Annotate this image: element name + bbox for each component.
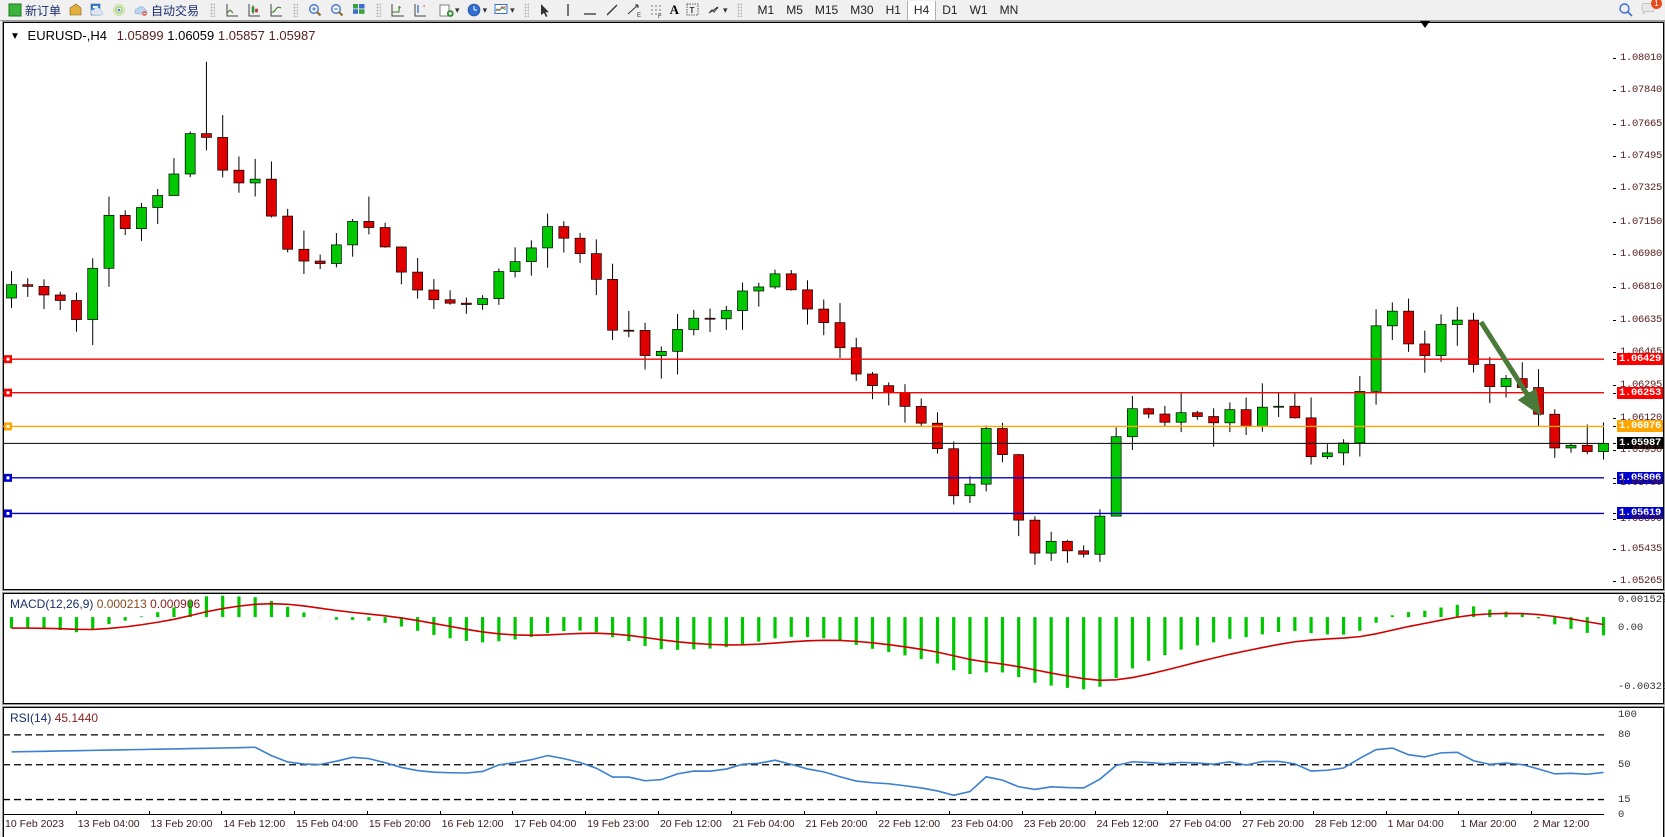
svg-text:E: E	[637, 13, 641, 18]
svg-text:F: F	[658, 14, 662, 18]
svg-text:T: T	[690, 6, 695, 15]
